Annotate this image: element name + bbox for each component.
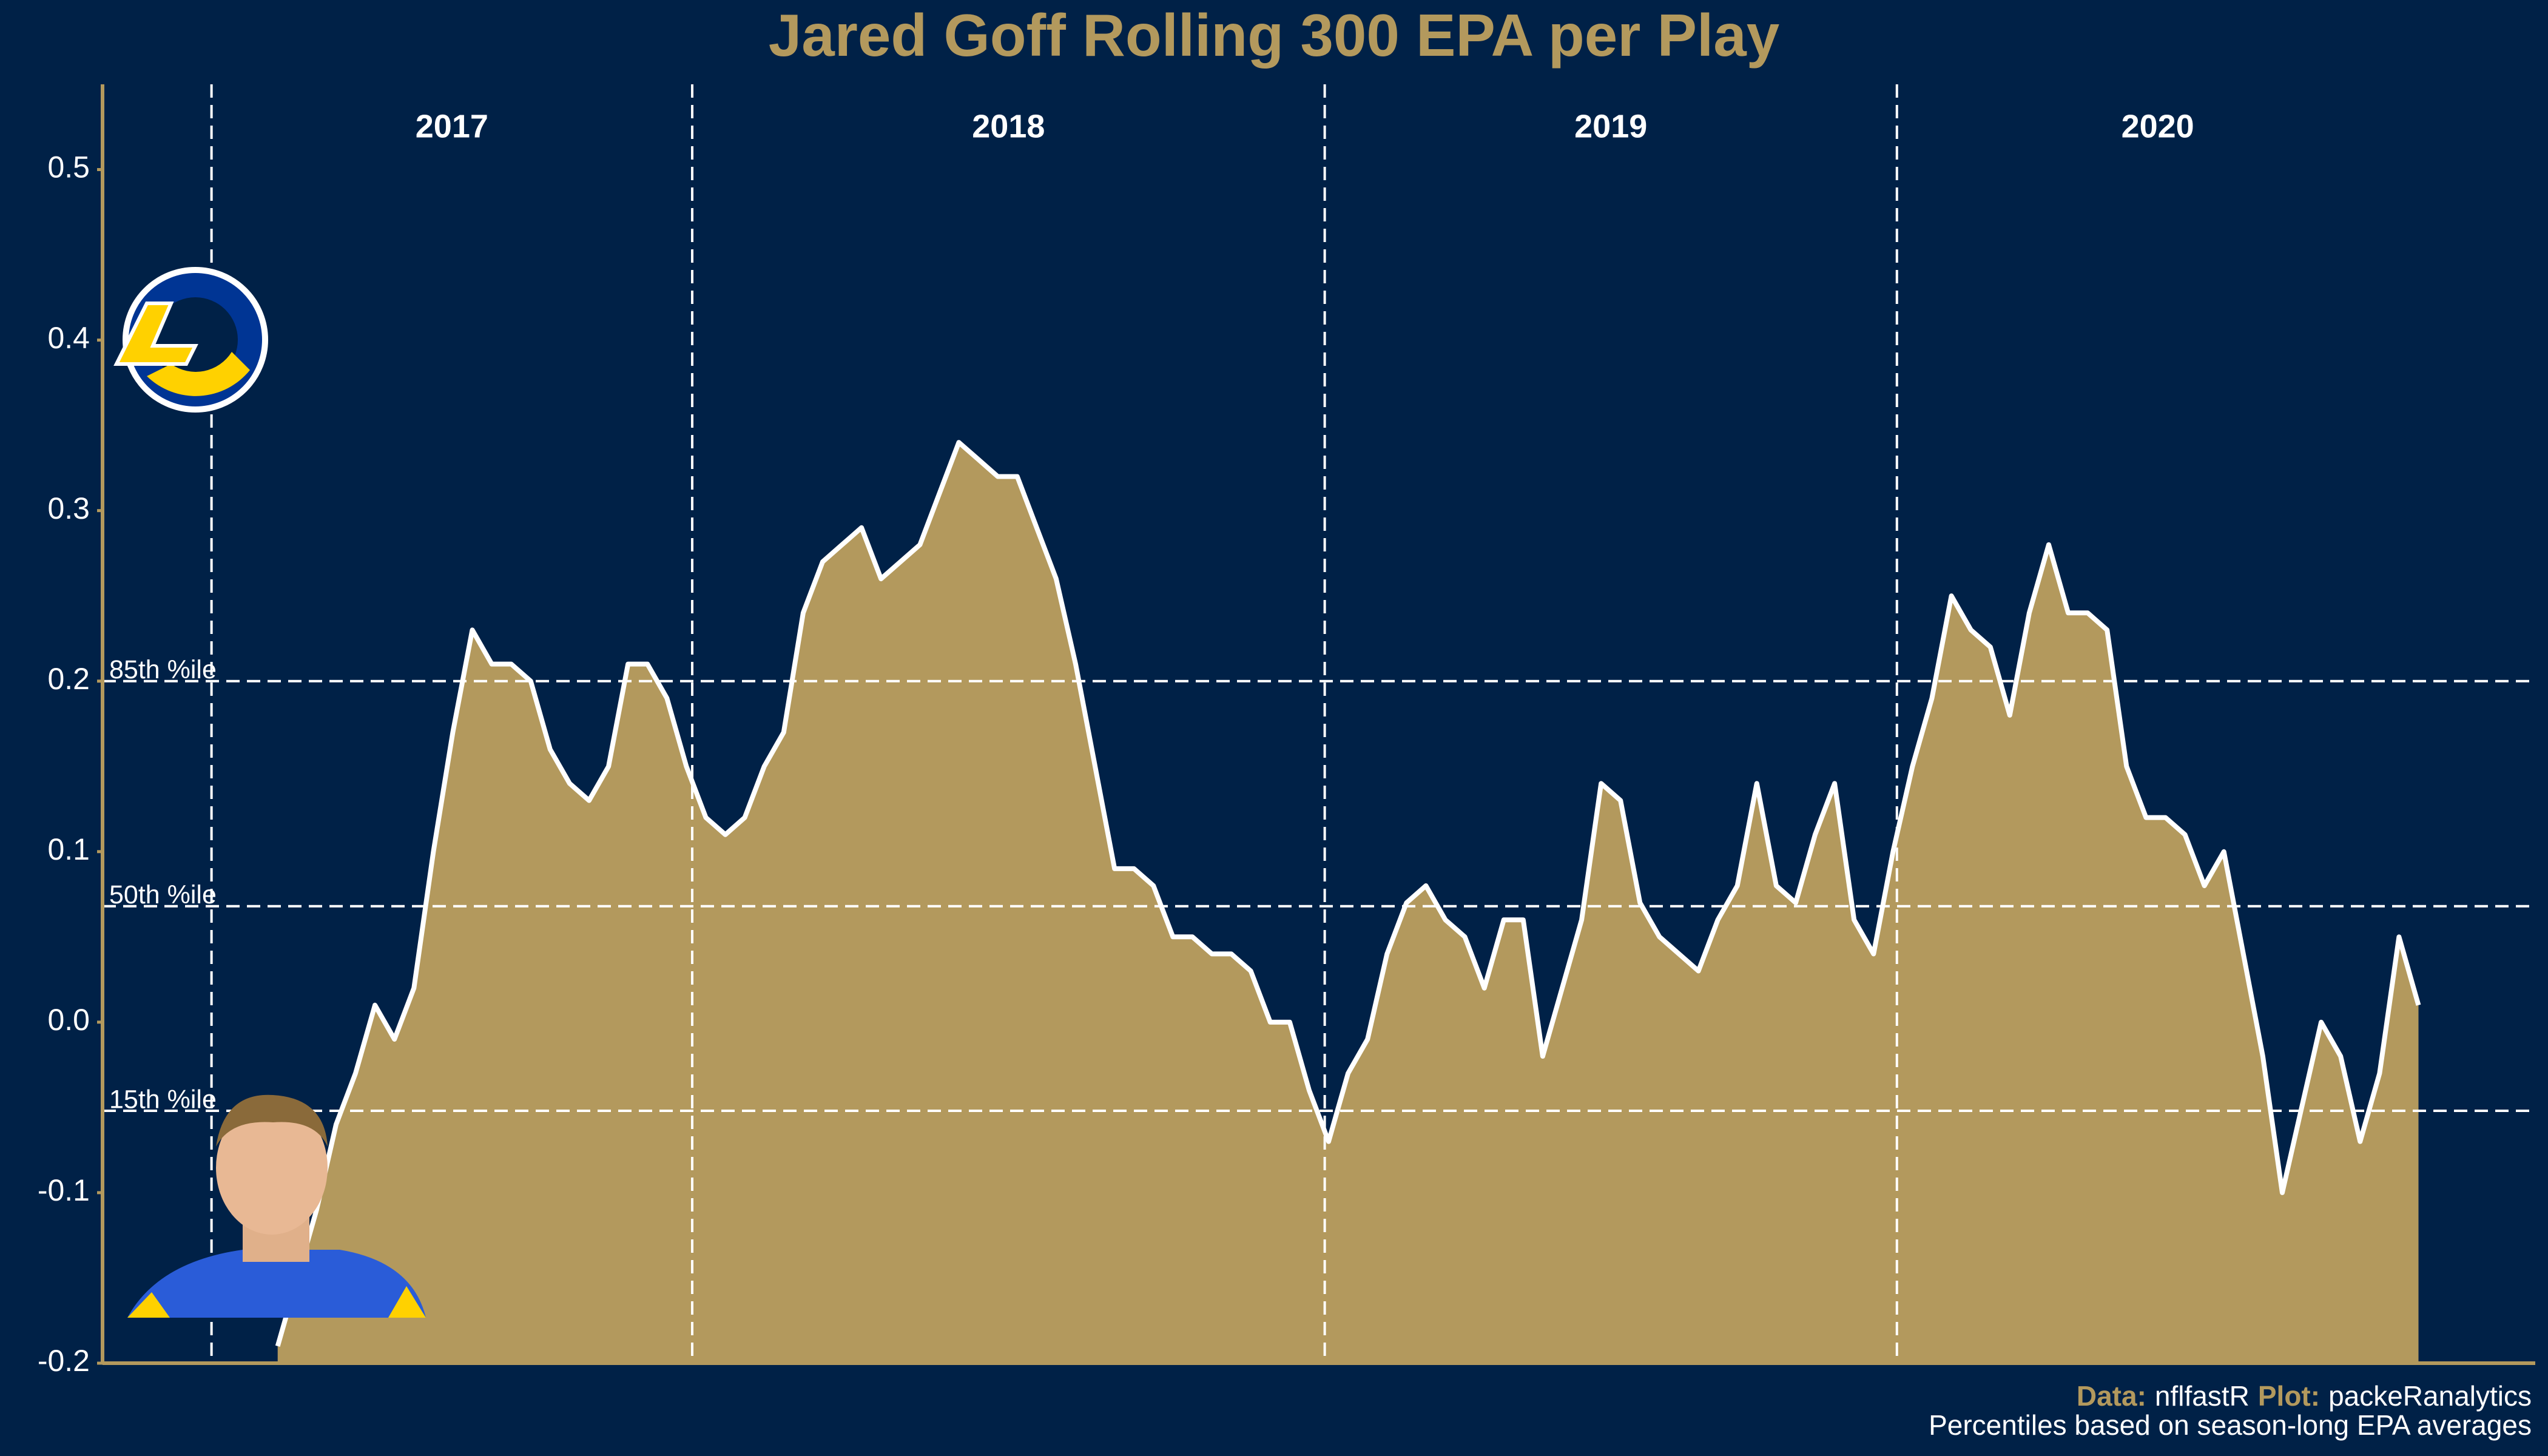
- credit-value: nflfastR: [2155, 1380, 2250, 1412]
- credit: Data: nflfastR Plot: packeRanalytics: [2077, 1380, 2532, 1412]
- footnote: Percentiles based on season-long EPA ave…: [1929, 1409, 2532, 1441]
- y-tick-label: 0.2: [47, 662, 90, 696]
- chart-title: Jared Goff Rolling 300 EPA per Play: [769, 2, 1779, 69]
- y-tick-label: 0.0: [47, 1003, 90, 1037]
- season-label: 2019: [1574, 108, 1647, 144]
- credit-label: Plot:: [2258, 1380, 2320, 1412]
- footer: Data: nflfastR Plot: packeRanalytics Percen…: [1929, 1380, 2532, 1441]
- credit-label: Data:: [2077, 1380, 2146, 1412]
- reference-label: 85th %ile: [109, 655, 217, 684]
- player-photo: [127, 1094, 426, 1318]
- line: [275, 440, 2421, 1347]
- reference-label: 50th %ile: [109, 880, 217, 909]
- y-tick-label: 0.5: [47, 150, 90, 184]
- y-tick-label: 0.1: [47, 832, 90, 866]
- area: [277, 442, 2419, 1364]
- season-label: 2018: [972, 108, 1045, 144]
- y-tick-label: -0.2: [38, 1344, 90, 1378]
- credit-value: packeRanalytics: [2328, 1380, 2532, 1412]
- reference-label: 15th %ile: [109, 1085, 217, 1114]
- season-label: 2017: [416, 108, 488, 144]
- season-label: 2020: [2122, 108, 2194, 144]
- team-logo: [113, 267, 268, 413]
- y-tick-label: 0.4: [47, 321, 90, 355]
- y-tick-label: 0.3: [47, 491, 90, 525]
- y-tick-label: -0.1: [38, 1173, 90, 1207]
